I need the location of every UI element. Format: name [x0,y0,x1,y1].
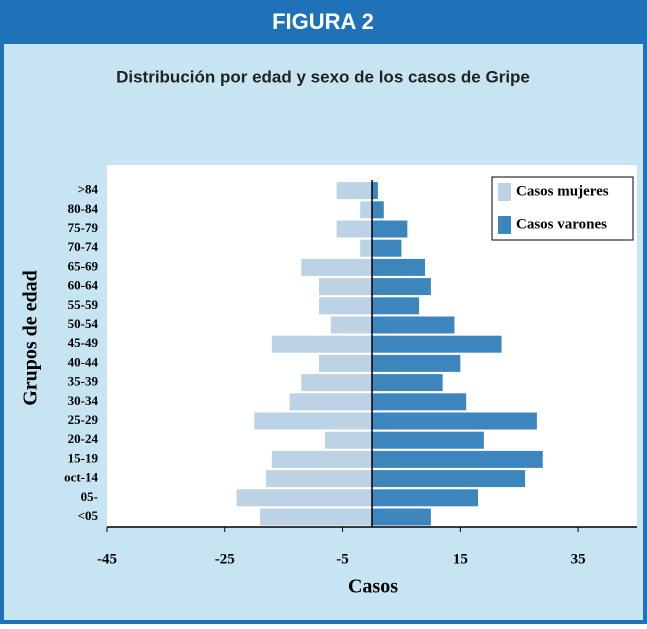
bar [360,201,372,219]
bar [372,278,431,296]
bar [372,431,484,449]
bar [372,489,478,507]
bar [372,470,526,488]
bar [372,258,425,276]
y-tick-label: 60-64 [68,278,99,293]
y-tick-label: 25-29 [68,412,99,427]
bar [271,450,372,468]
x-tick-label: -45 [97,551,117,567]
y-tick-label: 35-39 [68,374,99,389]
legend-label: Casos mujeres [516,183,609,199]
x-tick-label: -25 [215,551,235,567]
bar [289,393,372,411]
y-tick-label: 15-19 [68,450,99,465]
bar [372,335,502,353]
y-tick-label: 30-34 [68,393,99,408]
bar [301,374,372,392]
bar [260,508,372,526]
bar [324,431,372,449]
bar [336,182,372,200]
bar [271,335,372,353]
y-tick-label: >84 [78,182,99,197]
y-tick-label: 55-59 [68,297,99,312]
y-tick-label: 20-24 [68,431,99,446]
y-tick-label: 45-49 [68,335,99,350]
bar [372,316,455,334]
bar [319,297,372,315]
bar [360,239,372,257]
bar [236,489,372,507]
bar [372,239,402,257]
bar [254,412,372,430]
bar [372,393,467,411]
bar [372,297,420,315]
y-tick-label: 75-79 [68,220,99,235]
bar [336,220,372,238]
x-tick-label: 15 [453,551,468,567]
bar [266,470,372,488]
x-tick-label: 35 [571,551,586,567]
chart-title: Distribución por edad y sexo de los caso… [116,67,530,86]
bar [372,354,461,372]
bar [372,412,537,430]
bar [372,220,408,238]
bar [372,508,431,526]
y-tick-label: <05 [78,508,99,523]
y-tick-label: 70-74 [68,239,99,254]
y-tick-label: 05- [81,489,98,504]
bar [372,182,378,200]
y-tick-label: 50-54 [68,316,99,331]
legend-swatch [498,183,511,201]
y-tick-label: 65-69 [68,258,99,273]
y-axis-label: Grupos de edad [20,270,42,406]
legend-label: Casos varones [516,216,607,232]
bar [319,354,372,372]
x-axis-label: Casos [348,576,398,598]
bar [330,316,372,334]
y-tick-label: oct-14 [64,470,98,485]
figure-label: FIGURA 2 [272,9,374,34]
bar [372,374,443,392]
legend-swatch [498,216,511,234]
y-tick-label: 80-84 [68,201,99,216]
bar [372,450,543,468]
bar [301,258,372,276]
bar [319,278,372,296]
legend-box [491,176,634,241]
bar [372,201,384,219]
y-tick-label: 40-44 [68,354,99,369]
x-tick-label: -5 [336,551,349,567]
